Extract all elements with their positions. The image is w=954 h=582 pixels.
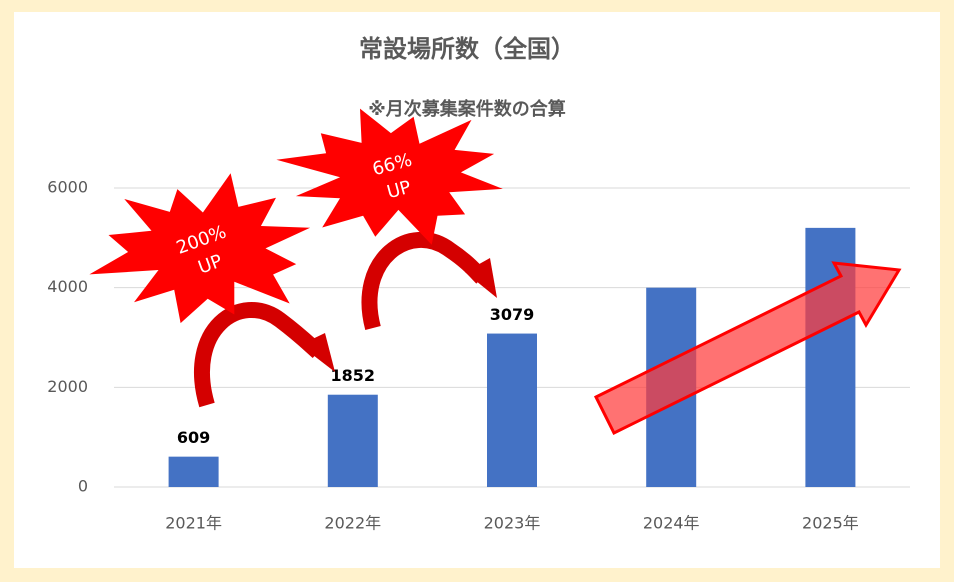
y-tick-label: 0 <box>78 477 88 496</box>
bar <box>487 333 537 487</box>
arrow-head <box>300 333 335 372</box>
bar <box>327 394 378 487</box>
chart-title: 常設場所数（全国） <box>359 35 575 63</box>
plot: 0 2000 4000 6000 2021年 609 2022年 1852 2023年 3079 2… <box>47 178 910 533</box>
trend-arrow <box>593 261 902 436</box>
x-tick-label: 2022年 <box>324 514 381 533</box>
x-tick-label: 2025年 <box>802 514 859 533</box>
chart-subtitle: ※月次募集案件数の合算 <box>368 98 566 120</box>
starburst <box>276 108 503 245</box>
y-tick-label: 4000 <box>47 277 88 296</box>
starburst <box>89 173 311 324</box>
data-label: 3079 <box>490 305 535 324</box>
bar <box>168 456 219 487</box>
data-label: 1852 <box>331 366 376 385</box>
y-tick-label: 6000 <box>47 178 88 197</box>
x-tick-label: 2023年 <box>484 514 541 533</box>
x-tick-label: 2024年 <box>643 514 700 533</box>
data-label: 609 <box>177 428 210 447</box>
y-tick-label: 2000 <box>47 377 88 396</box>
arrow-head <box>465 258 497 298</box>
x-tick-label: 2021年 <box>165 514 222 533</box>
curved-arrow <box>194 302 324 408</box>
